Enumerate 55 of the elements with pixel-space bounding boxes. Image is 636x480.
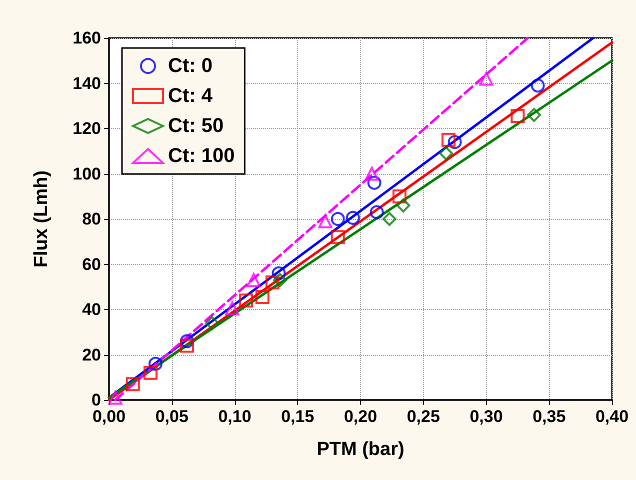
x-tick-label: 0,15 xyxy=(281,407,314,426)
point xyxy=(180,334,194,348)
point xyxy=(330,212,345,226)
point xyxy=(205,316,220,330)
point xyxy=(439,146,454,160)
point xyxy=(479,72,494,86)
point xyxy=(255,290,270,304)
y-tick-label: 140 xyxy=(72,74,101,93)
x-tick-label: 0,30 xyxy=(470,407,503,426)
y-tick-label: 100 xyxy=(72,164,101,184)
x-tick-label: 0,25 xyxy=(406,407,440,426)
point xyxy=(180,338,194,353)
x-tick-label: 0,40 xyxy=(595,407,629,426)
y-tick-label: 80 xyxy=(82,210,101,228)
point xyxy=(364,166,379,181)
point xyxy=(273,273,288,288)
point xyxy=(225,301,240,316)
x-tick-label: 0,35 xyxy=(532,407,566,426)
point xyxy=(318,214,332,228)
point xyxy=(330,230,345,244)
y-tick-label: 120 xyxy=(72,119,101,138)
point xyxy=(448,135,462,150)
y-tick-label: 0 xyxy=(92,390,101,410)
y-tick-label: 40 xyxy=(82,300,101,319)
point xyxy=(370,205,384,220)
x-axis-title: PTM (bar) xyxy=(316,439,404,460)
y-tick-label: 60 xyxy=(82,254,101,274)
point xyxy=(396,198,410,212)
x-tick-label: 0,20 xyxy=(344,407,378,426)
y-axis-title: Flux (Lmh) xyxy=(31,170,52,268)
legend-label: Ct: 0 xyxy=(168,55,212,77)
point xyxy=(246,273,261,288)
point xyxy=(367,176,382,190)
legend-label: Ct: 100 xyxy=(168,145,235,167)
point xyxy=(510,109,525,124)
legend-label: Ct: 50 xyxy=(168,115,224,137)
x-tick-label: 0,00 xyxy=(92,407,126,426)
point xyxy=(265,275,280,290)
point xyxy=(239,293,254,308)
point xyxy=(392,189,406,204)
point xyxy=(346,210,360,225)
point xyxy=(530,78,545,93)
point xyxy=(108,390,122,405)
x-tick-label: 0,05 xyxy=(155,407,188,426)
y-tick-label: 160 xyxy=(72,28,101,48)
point xyxy=(527,108,542,122)
point xyxy=(382,212,396,226)
y-tick-label: 20 xyxy=(82,345,101,364)
point xyxy=(143,366,158,380)
point xyxy=(442,132,456,147)
point xyxy=(126,377,140,392)
x-tick-label: 0,10 xyxy=(218,407,252,426)
point xyxy=(272,266,286,280)
point xyxy=(148,356,163,371)
legend-label: Ct: 4 xyxy=(168,85,214,107)
